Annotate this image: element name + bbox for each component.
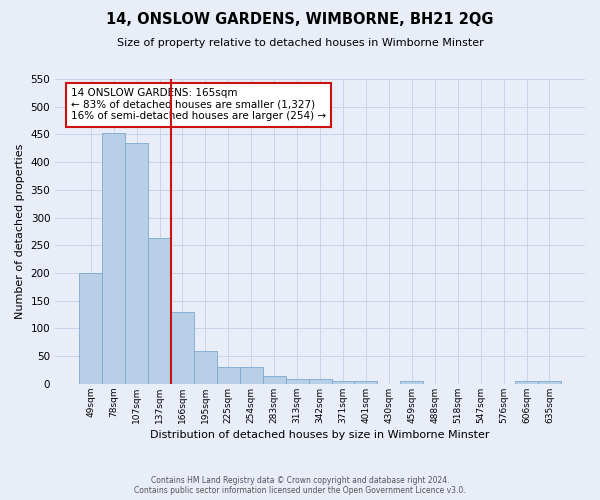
Bar (355, 381, 377, 384)
Bar (538, 381, 561, 384)
Text: Contains HM Land Registry data © Crown copyright and database right 2024.
Contai: Contains HM Land Registry data © Crown c… (134, 476, 466, 495)
Text: Size of property relative to detached houses in Wimborne Minster: Size of property relative to detached ho… (116, 38, 484, 48)
Bar (400, 381, 423, 384)
Text: 14 ONSLOW GARDENS: 165sqm
← 83% of detached houses are smaller (1,327)
16% of se: 14 ONSLOW GARDENS: 165sqm ← 83% of detac… (71, 88, 326, 122)
Bar (240, 368, 263, 384)
Bar (217, 368, 240, 384)
X-axis label: Distribution of detached houses by size in Wimborne Minster: Distribution of detached houses by size … (151, 430, 490, 440)
Text: 14, ONSLOW GARDENS, WIMBORNE, BH21 2QG: 14, ONSLOW GARDENS, WIMBORNE, BH21 2QG (106, 12, 494, 28)
Bar (125, 143, 148, 384)
Bar (286, 380, 308, 384)
Bar (332, 381, 355, 384)
Bar (102, 134, 125, 384)
Bar (148, 238, 171, 384)
Bar (263, 376, 286, 384)
Bar (79, 273, 102, 384)
Bar (308, 380, 332, 384)
Y-axis label: Number of detached properties: Number of detached properties (15, 144, 25, 319)
Bar (515, 381, 538, 384)
Bar (171, 312, 194, 384)
Bar (194, 350, 217, 384)
